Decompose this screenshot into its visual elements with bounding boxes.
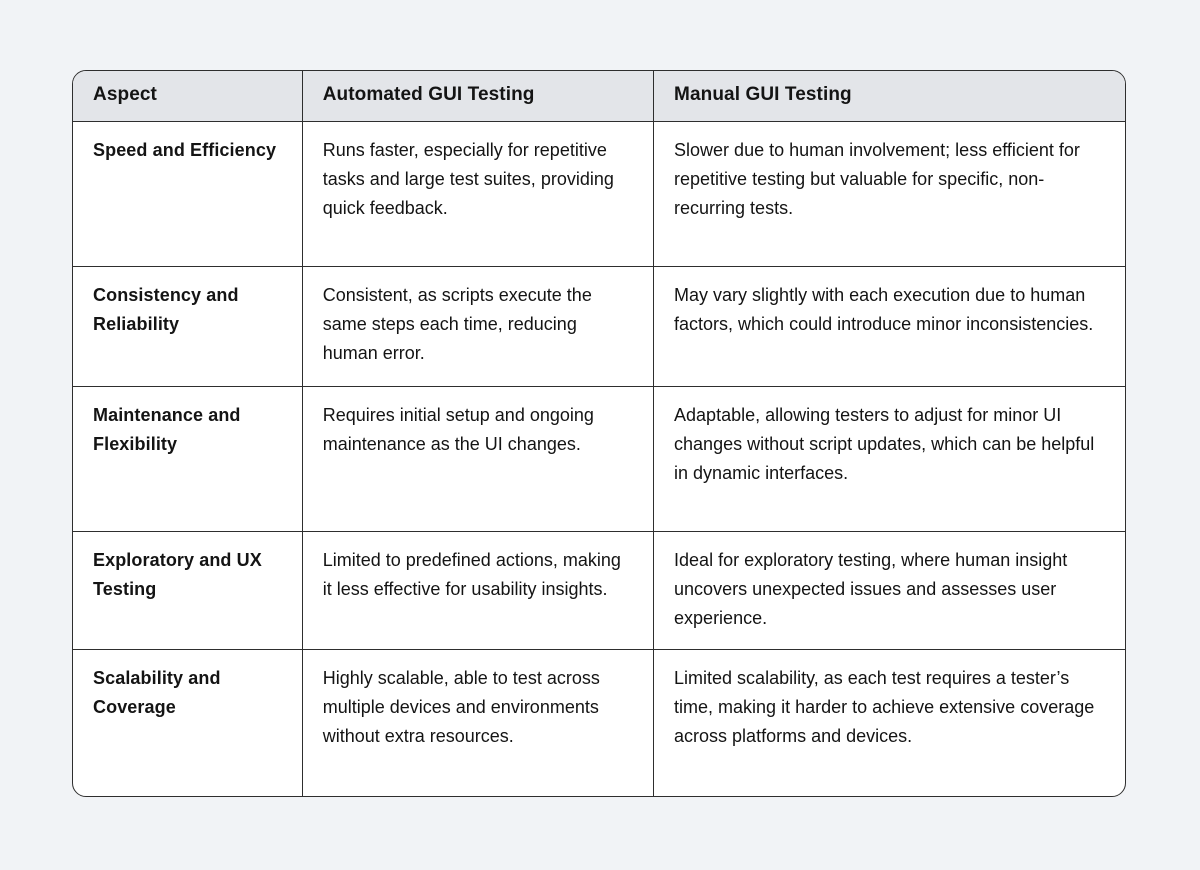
manual-cell: Ideal for exploratory testing, where hum… <box>653 531 1125 650</box>
aspect-cell: Speed and Efficiency <box>73 121 303 267</box>
table-row: Consistency and Reliability Consistent, … <box>73 266 1125 387</box>
automated-cell: Runs faster, especially for repetitive t… <box>302 121 655 267</box>
aspect-cell: Maintenance and Flexibility <box>73 386 303 532</box>
header-row: Aspect Automated GUI Testing Manual GUI … <box>73 71 1125 122</box>
table-header: Aspect Automated GUI Testing Manual GUI … <box>73 71 1125 122</box>
automated-cell: Limited to predefined actions, making it… <box>302 531 655 650</box>
aspect-cell: Scalability and Coverage <box>73 649 303 796</box>
manual-cell: Adaptable, allowing testers to adjust fo… <box>653 386 1125 532</box>
table-row: Scalability and Coverage Highly scalable… <box>73 649 1125 796</box>
manual-cell: May vary slightly with each execution du… <box>653 266 1125 387</box>
aspect-cell: Consistency and Reliability <box>73 266 303 387</box>
manual-cell: Limited scalability, as each test requir… <box>674 667 1095 746</box>
manual-cell: Slower due to human involvement; less ef… <box>653 121 1125 267</box>
table-row: Speed and Efficiency Runs faster, especi… <box>73 121 1125 267</box>
automated-cell: Highly scalable, able to test across mul… <box>302 649 655 796</box>
comparison-table: Aspect Automated GUI Testing Manual GUI … <box>73 71 1125 796</box>
column-header-automated-gui-testing: Automated GUI Testing <box>302 71 655 122</box>
automated-cell: Consistent, as scripts execute the same … <box>302 266 655 387</box>
table-row: Exploratory and UX Testing Limited to pr… <box>73 531 1125 650</box>
table-body: Speed and Efficiency Runs faster, especi… <box>73 121 1125 796</box>
table-row: Maintenance and Flexibility Requires ini… <box>73 386 1125 532</box>
column-header-manual-gui-testing: Manual GUI Testing <box>653 71 1125 122</box>
comparison-table-container: Aspect Automated GUI Testing Manual GUI … <box>72 70 1126 797</box>
automated-cell: Requires initial setup and ongoing maint… <box>302 386 655 532</box>
aspect-cell: Exploratory and UX Testing <box>73 531 303 650</box>
column-header-aspect: Aspect <box>73 71 303 122</box>
